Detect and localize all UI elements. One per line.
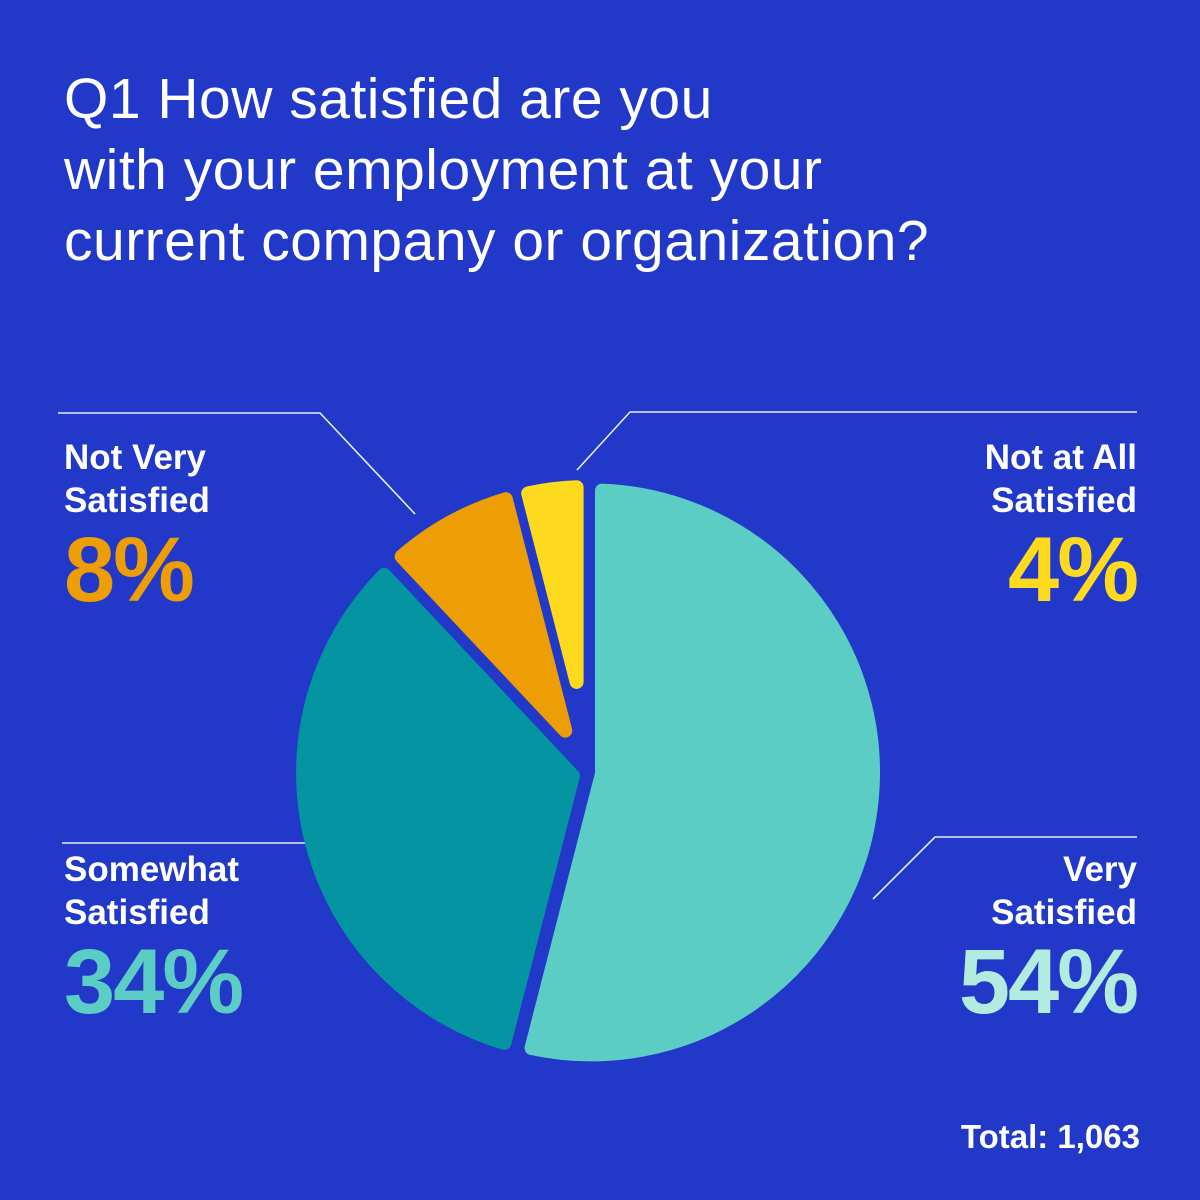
pie-slice-not-at-all-satisfied [521,480,584,689]
leader-line-not-very-satisfied [58,412,416,515]
leader-line-not-at-all-satisfied [576,411,1137,471]
callout-not-very-satisfied: Not Very Satisfied 8% [64,436,210,621]
callout-not-at-all-satisfied: Not at All Satisfied 4% [984,436,1139,621]
pie-slices-group [296,480,880,1062]
callout-somewhat-satisfied: Somewhat Satisfied 34% [64,848,244,1033]
callout-percent-not-at-all-satisfied: 4% [1008,519,1139,621]
total-count: Total: 1,063 [960,1118,1140,1155]
callout-label-not-at-all-satisfied: Not at All Satisfied [984,438,1137,520]
callout-percent-somewhat-satisfied: 34% [64,931,244,1033]
pie-slice-not-very-satisfied [394,492,573,738]
callout-label-very-satisfied: Very Satisfied [991,850,1137,932]
callout-very-satisfied: Very Satisfied 54% [958,848,1139,1033]
chart-question-title: Q1 How satisfied are you with your emplo… [64,67,930,273]
pie-slice-very-satisfied [524,483,880,1062]
pie-slice-somewhat-satisfied [296,567,580,1050]
leader-line-very-satisfied [872,836,1137,900]
callout-label-somewhat-satisfied: Somewhat Satisfied [64,850,240,932]
leader-lines [58,411,1137,900]
callout-label-not-very-satisfied: Not Very Satisfied [64,438,210,520]
callout-percent-very-satisfied: 54% [958,931,1139,1033]
callout-percent-not-very-satisfied: 8% [64,519,195,621]
